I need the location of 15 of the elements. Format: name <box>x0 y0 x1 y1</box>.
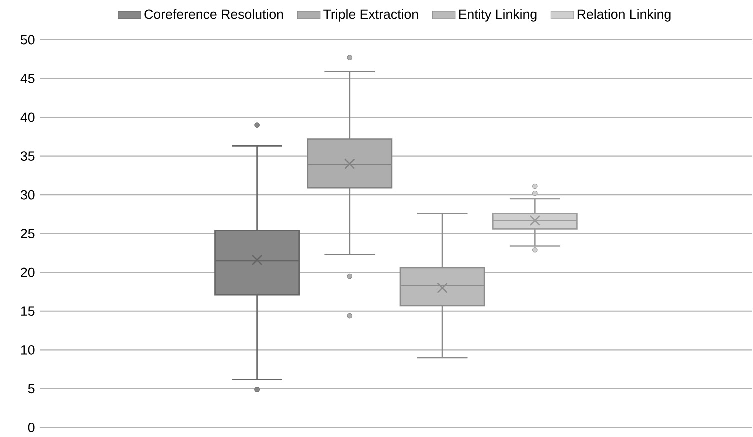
y-tick-label: 30 <box>20 190 35 200</box>
legend-label: Entity Linking <box>459 9 537 22</box>
y-tick-label: 20 <box>21 268 35 278</box>
y-tick-label: 25 <box>21 229 35 239</box>
y-tick-label: 10 <box>21 346 35 355</box>
y-tick-label: 5 <box>28 384 35 394</box>
legend-label: Triple Extraction <box>324 9 418 22</box>
y-tick-label: 35 <box>20 152 35 162</box>
y-tick-label: 15 <box>21 306 35 316</box>
y-tick-label: 45 <box>20 74 35 84</box>
legend-label: Coreference Resolution <box>144 9 284 20</box>
y-tick-label: 40 <box>20 112 35 122</box>
y-tick-label: 50 <box>20 35 35 45</box>
legend-label: Relation Linking <box>578 9 671 22</box>
y-tick-label: 0 <box>28 423 35 432</box>
